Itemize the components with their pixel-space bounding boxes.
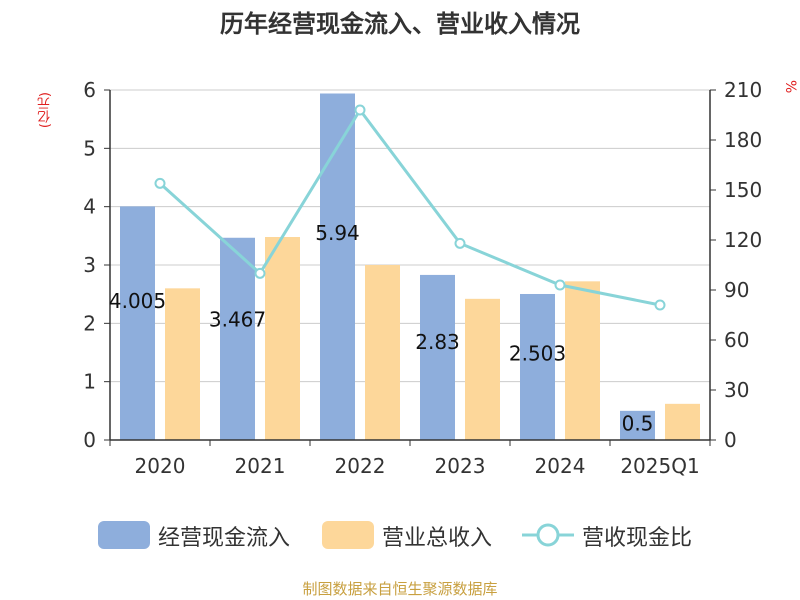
- bar-revenue: [165, 288, 200, 440]
- x-tick-label: 2023: [435, 454, 486, 478]
- y-left-tick-label: 2: [83, 311, 96, 335]
- bar-inflow: [520, 293, 555, 440]
- chart-legend: 经营现金流入 营业总收入 营收现金比: [0, 518, 800, 552]
- y-right-tick-label: 30: [724, 378, 749, 402]
- bar-revenue: [265, 237, 300, 440]
- y-left-tick-label: 3: [83, 253, 96, 277]
- x-tick-label: 2024: [535, 454, 586, 478]
- legend-swatch-revenue: [322, 521, 374, 549]
- y-axis-right-unit: %: [782, 80, 798, 94]
- y-right-tick-label: 0: [724, 428, 737, 452]
- x-tick-label: 2025Q1: [620, 454, 699, 478]
- point-ratio: [654, 299, 666, 311]
- legend-label-revenue: 营业总收入: [382, 526, 493, 551]
- x-tick-label: 2021: [235, 454, 286, 478]
- y-right-tick-label: 90: [724, 278, 749, 302]
- bar-inflow: [620, 410, 655, 440]
- bar-revenue: [465, 298, 500, 440]
- y-right-tick-label: 150: [724, 178, 762, 202]
- y-left-tick-label: 5: [83, 136, 96, 160]
- data-label-inflow: 2.83: [415, 330, 460, 354]
- x-tick-label: 2022: [335, 454, 386, 478]
- point-ratio: [154, 177, 166, 189]
- bar-revenue: [565, 281, 600, 440]
- data-source-note: 制图数据来自恒生聚源数据库: [302, 580, 498, 598]
- x-tick-label: 2020: [135, 454, 186, 478]
- point-ratio: [454, 237, 466, 249]
- y-right-tick-label: 120: [724, 228, 762, 252]
- bar-inflow: [220, 237, 255, 440]
- data-label-inflow: 3.467: [209, 308, 266, 332]
- data-label-inflow: 4.005: [109, 289, 166, 313]
- y-right-tick-label: 210: [724, 78, 762, 102]
- y-left-tick-label: 4: [83, 195, 96, 219]
- data-label-inflow: 5.94: [315, 221, 360, 245]
- legend-label-ratio: 营收现金比: [582, 526, 693, 551]
- point-ratio: [554, 279, 566, 291]
- bar-inflow: [420, 274, 455, 440]
- legend-swatch-inflow: [98, 521, 150, 549]
- data-label-inflow: 2.503: [509, 341, 566, 365]
- y-left-tick-label: 6: [83, 78, 96, 102]
- legend-line-ratio-icon: [522, 523, 574, 547]
- y-right-tick-label: 180: [724, 128, 762, 152]
- line-ratio: [158, 107, 661, 307]
- point-ratio: [254, 267, 266, 279]
- data-label-inflow: 0.5: [622, 412, 654, 436]
- y-left-tick-label: 1: [83, 370, 96, 394]
- bar-inflow: [320, 93, 355, 440]
- bar-revenue: [365, 265, 400, 440]
- point-ratio: [354, 104, 366, 116]
- chart-title: 历年经营现金流入、营业收入情况: [220, 10, 580, 38]
- y-right-tick-label: 60: [724, 328, 749, 352]
- bar-inflow: [120, 206, 155, 440]
- bar-revenue: [665, 403, 700, 440]
- legend-label-inflow: 经营现金流入: [158, 526, 291, 551]
- y-left-tick-label: 0: [83, 428, 96, 452]
